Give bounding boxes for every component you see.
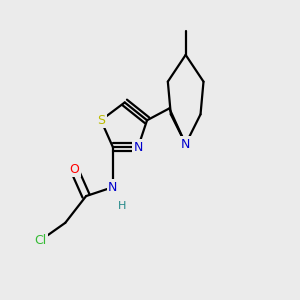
Text: N: N	[134, 140, 143, 154]
Text: Cl: Cl	[34, 234, 46, 247]
Text: N: N	[181, 138, 190, 151]
Text: S: S	[97, 114, 105, 127]
Text: H: H	[118, 202, 126, 212]
Text: O: O	[69, 163, 79, 176]
Text: N: N	[108, 181, 118, 194]
